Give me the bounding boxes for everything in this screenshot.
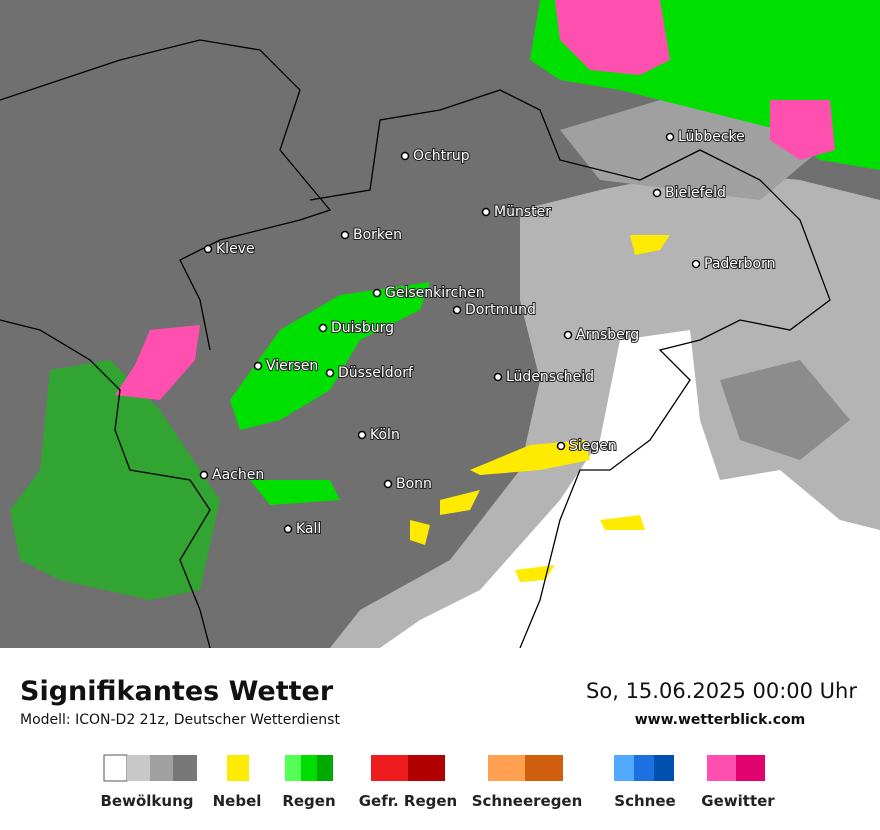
city-label: Borken [353, 227, 402, 243]
city-label: Düsseldorf [338, 365, 414, 381]
legend-swatch [654, 755, 674, 781]
legend-swatch [371, 755, 408, 781]
border [0, 319, 211, 649]
city-dot [452, 305, 462, 315]
city-dot [383, 479, 393, 489]
city-dot [372, 288, 382, 298]
legend-swatch [317, 755, 333, 781]
legend-swatch [707, 755, 736, 781]
city-label: Siegen [569, 438, 617, 454]
rain [230, 282, 430, 430]
city-label: Köln [370, 427, 400, 443]
city-label: Lübbecke [678, 129, 745, 145]
city-dot [253, 361, 263, 371]
legend-swatch [227, 755, 249, 781]
thunderstorm [770, 100, 835, 160]
legend-swatch [488, 755, 525, 781]
city-label: Viersen [266, 358, 318, 374]
city-dot [283, 524, 293, 534]
city-label: Bonn [396, 476, 432, 492]
legend-swatch [736, 755, 765, 781]
legend-swatch [173, 755, 197, 781]
footer-background [0, 648, 880, 830]
legend: Bewölkung Nebel Regen Gefr. Regen Schnee… [101, 754, 775, 810]
city-dot [691, 259, 701, 269]
medium-cloud [720, 360, 850, 460]
legend-label: Nebel [213, 792, 262, 810]
city-label: Arnsberg [576, 327, 639, 343]
legend-swatch [103, 754, 128, 782]
city-label: Lüdenscheid [506, 369, 594, 385]
rain [250, 480, 340, 505]
website: www.wetterblick.com [635, 712, 806, 728]
medium-cloud [560, 100, 820, 200]
rain [10, 360, 220, 600]
clear-sky [380, 330, 880, 648]
city-dot [481, 207, 491, 217]
city-label: Gelsenkirchen [385, 285, 485, 301]
fog [410, 235, 670, 582]
legend-swatch [150, 755, 173, 781]
border [0, 39, 332, 351]
legend-label: Bewölkung [101, 792, 194, 810]
city-label: Ochtrup [413, 148, 470, 164]
title: Signifikantes Wetter [20, 676, 334, 707]
city-dot [203, 244, 213, 254]
thunderstorm [555, 0, 670, 75]
subtitle: Modell: ICON-D2 21z, Deutscher Wetterdie… [20, 712, 340, 728]
city-label: Aachen [212, 467, 264, 483]
city-dot [665, 132, 675, 142]
city-label: Münster [494, 204, 551, 220]
legend-swatch [285, 755, 301, 781]
city-dot [357, 430, 367, 440]
legend-label: Schneeregen [472, 792, 583, 810]
city-label: Kall [296, 521, 321, 537]
legend-swatch [408, 755, 445, 781]
city-dot [556, 441, 566, 451]
city-dot [340, 230, 350, 240]
date: So, 15.06.2025 00:00 Uhr [586, 679, 857, 703]
city-label: Duisburg [331, 320, 394, 336]
legend-swatch [525, 755, 563, 781]
city-label: Kleve [216, 241, 255, 257]
city-dot [325, 368, 335, 378]
city-label: Dortmund [465, 302, 536, 318]
legend-swatch [127, 755, 150, 781]
city-dot [199, 470, 209, 480]
legend-swatch [614, 755, 634, 781]
city-label: Bielefeld [665, 185, 726, 201]
city-dot [318, 323, 328, 333]
city-label: Paderborn [704, 256, 775, 272]
thunderstorm [115, 325, 200, 400]
city-dot [493, 372, 503, 382]
city-layer: Ochtrup Lübbecke Bielefeld Münster Borken Kle… [199, 128, 776, 538]
legend-swatch [301, 755, 317, 781]
legend-swatch [634, 755, 654, 781]
city-dot [400, 151, 410, 161]
legend-label: Gefr. Regen [359, 792, 458, 810]
city-dot [652, 188, 662, 198]
legend-label: Gewitter [701, 792, 775, 810]
legend-label: Schnee [614, 792, 675, 810]
map [0, 0, 880, 649]
legend-label: Regen [282, 792, 335, 810]
border [309, 89, 831, 649]
city-dot [563, 330, 573, 340]
